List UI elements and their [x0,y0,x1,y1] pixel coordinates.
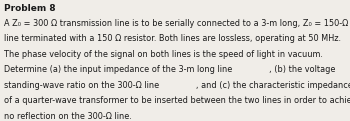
Text: Determine (a) the input impedance of the 3-m long line              , (b) the vo: Determine (a) the input impedance of the… [4,65,336,74]
Text: A Z₀ = 300 Ω transmission line is to be serially connected to a 3-m long, Z₀ = 1: A Z₀ = 300 Ω transmission line is to be … [4,19,349,28]
Text: of a quarter-wave transformer to be inserted between the two lines in order to a: of a quarter-wave transformer to be inse… [4,96,350,105]
Text: standing-wave ratio on the 300-Ω line              , and (c) the characteristic : standing-wave ratio on the 300-Ω line , … [4,81,350,90]
Text: no reflection on the 300-Ω line.: no reflection on the 300-Ω line. [4,112,132,121]
Text: line terminated with a 150 Ω resistor. Both lines are lossless, operating at 50 : line terminated with a 150 Ω resistor. B… [4,34,341,43]
Text: The phase velocity of the signal on both lines is the speed of light in vacuum.: The phase velocity of the signal on both… [4,50,323,59]
Text: Problem 8: Problem 8 [4,4,56,13]
